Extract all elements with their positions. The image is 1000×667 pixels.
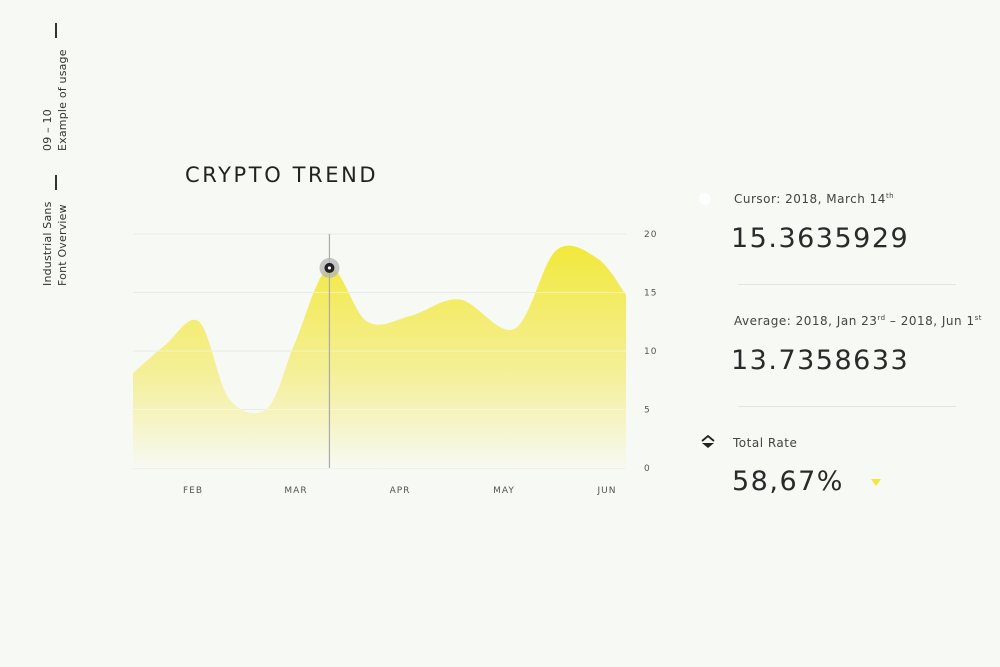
total-rate-label: Total Rate xyxy=(733,436,798,450)
average-label-sup-a: rd xyxy=(877,314,886,322)
y-tick-label: 15 xyxy=(644,289,657,299)
x-tick-label: JUN xyxy=(597,486,617,496)
sort-arrows-icon[interactable] xyxy=(700,435,716,449)
cursor-label-sup: th xyxy=(885,192,895,200)
x-tick-label: FEB xyxy=(183,486,203,496)
chart-title: CRYPTO TREND xyxy=(185,163,379,187)
x-tick-label: MAY xyxy=(493,486,515,496)
cursor-value: 15.3635929 xyxy=(731,223,910,254)
y-tick-label: 0 xyxy=(644,464,651,474)
divider xyxy=(738,284,956,285)
area-series xyxy=(133,245,626,468)
cursor-indicator-icon xyxy=(699,193,711,205)
cursor-label-text: Cursor: 2018, March 14 xyxy=(734,192,886,206)
average-label: Average: 2018, Jan 23rd – 2018, Jun 1st xyxy=(734,314,982,328)
y-tick-label: 5 xyxy=(644,406,651,416)
x-tick-label: APR xyxy=(390,486,411,496)
total-rate-value: 58,67% xyxy=(732,466,844,497)
cursor-label: Cursor: 2018, March 14th xyxy=(734,192,894,206)
divider xyxy=(738,406,956,407)
average-label-b: – 2018, Jun 1 xyxy=(885,314,975,328)
y-tick-label: 20 xyxy=(644,230,657,240)
average-label-sup-b: st xyxy=(974,314,982,322)
y-tick-label: 10 xyxy=(644,347,657,357)
cursor-point-center xyxy=(327,266,332,270)
average-label-a: Average: 2018, Jan 23 xyxy=(734,314,878,328)
x-tick-label: MAR xyxy=(284,486,307,496)
average-value: 13.7358633 xyxy=(731,345,910,376)
trend-down-icon xyxy=(871,479,881,486)
